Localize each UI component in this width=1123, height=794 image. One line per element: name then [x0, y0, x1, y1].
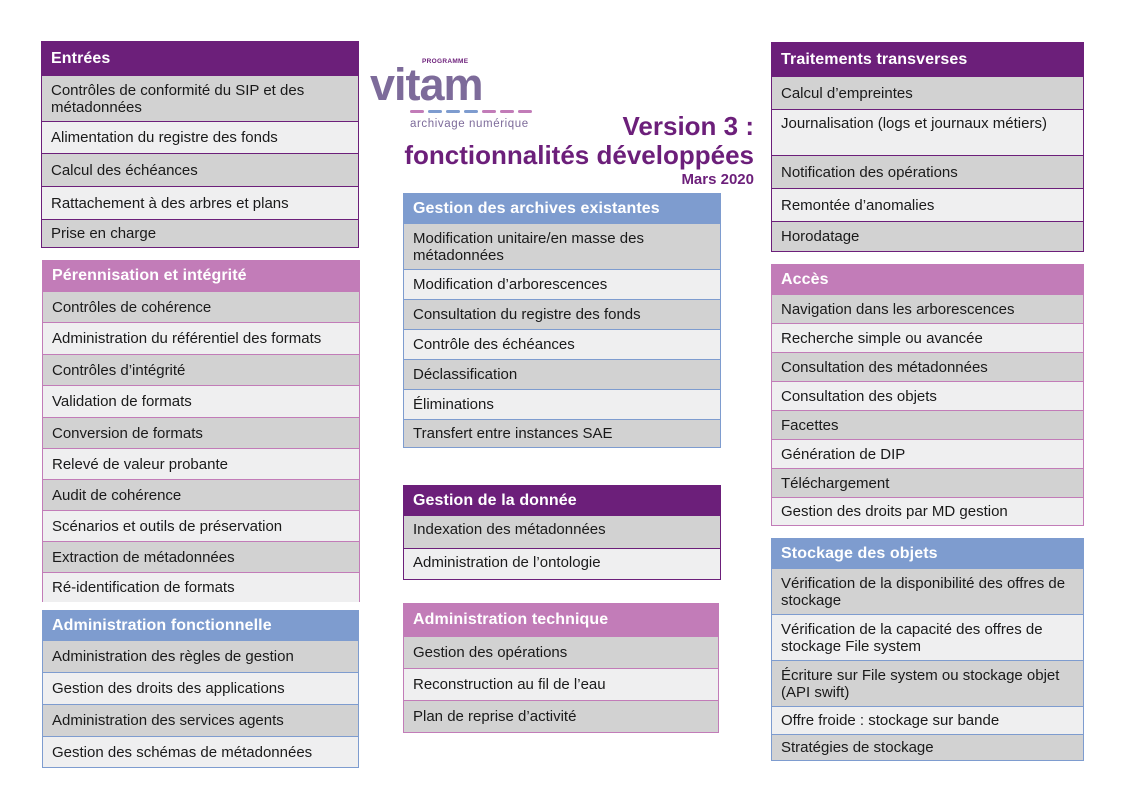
list-item: Reconstruction au fil de l’eau	[404, 668, 718, 700]
box-traitements: Traitements transverses Calcul d’emprein…	[771, 42, 1084, 252]
list-item: Transfert entre instances SAE	[404, 419, 720, 447]
list-item: Stratégies de stockage	[772, 734, 1083, 760]
list-item: Administration de l’ontologie	[404, 548, 720, 579]
list-item: Contrôle des échéances	[404, 329, 720, 359]
box-gestion-donnee: Gestion de la donnée Indexation des méta…	[403, 485, 721, 580]
box-perennisation: Pérennisation et intégrité Contrôles de …	[42, 260, 360, 602]
box-admin-technique: Administration technique Gestion des opé…	[403, 603, 719, 733]
list-item: Téléchargement	[772, 468, 1083, 497]
list-item: Indexation des métadonnées	[404, 515, 720, 548]
logo-dots-decoration	[410, 110, 532, 113]
box-admin-fonctionnelle: Administration fonctionnelle Administrat…	[42, 610, 359, 768]
box-acces: Accès Navigation dans les arborescences …	[771, 264, 1084, 526]
title-version: Version 3 :	[622, 111, 755, 141]
box-acces-title: Accès	[772, 265, 1083, 294]
list-item: Horodatage	[772, 221, 1083, 251]
box-gestion-archives: Gestion des archives existantes Modifica…	[403, 193, 721, 448]
list-item: Gestion des droits par MD gestion	[772, 497, 1083, 525]
box-stockage: Stockage des objets Vérification de la d…	[771, 538, 1084, 761]
list-item: Gestion des schémas de métadonnées	[43, 736, 358, 767]
list-item: Écriture sur File system ou stockage obj…	[772, 660, 1083, 706]
box-entrees-title: Entrées	[42, 42, 358, 75]
list-item: Vérification de la capacité des offres d…	[772, 614, 1083, 660]
list-item: Relevé de valeur probante	[43, 448, 359, 479]
title-block: Version 3 : fonctionnalités développées …	[404, 111, 755, 189]
list-item: Consultation des métadonnées	[772, 352, 1083, 381]
box-admin-fonctionnelle-title: Administration fonctionnelle	[43, 611, 358, 640]
logo-tagline: archivage numérique	[410, 118, 529, 130]
title-subtitle: fonctionnalités développées	[404, 140, 754, 170]
list-item: Contrôles de cohérence	[43, 291, 359, 322]
box-traitements-title: Traitements transverses	[772, 43, 1083, 76]
list-item: Ré-identification de formats	[43, 572, 359, 602]
list-item: Administration des services agents	[43, 704, 358, 736]
list-item: Scénarios et outils de préservation	[43, 510, 359, 541]
title-date: Mars 2020	[681, 171, 754, 188]
logo-program-label: PROGRAMME	[422, 58, 469, 65]
list-item: Calcul d’empreintes	[772, 76, 1083, 109]
list-item: Contrôles de conformité du SIP et des mé…	[42, 75, 358, 121]
list-item: Rattachement à des arbres et plans	[42, 186, 358, 219]
list-item: Consultation du registre des fonds	[404, 299, 720, 329]
list-item: Journalisation (logs et journaux métiers…	[772, 109, 1083, 155]
list-item: Audit de cohérence	[43, 479, 359, 510]
list-item: Administration du référentiel des format…	[43, 322, 359, 354]
list-item: Contrôles d’intégrité	[43, 354, 359, 385]
list-item: Administration des règles de gestion	[43, 640, 358, 672]
list-item: Modification d’arborescences	[404, 269, 720, 299]
box-stockage-title: Stockage des objets	[772, 539, 1083, 568]
list-item: Conversion de formats	[43, 417, 359, 448]
box-gestion-donnee-title: Gestion de la donnée	[404, 486, 720, 515]
list-item: Facettes	[772, 410, 1083, 439]
list-item: Extraction de métadonnées	[43, 541, 359, 572]
list-item: Génération de DIP	[772, 439, 1083, 468]
list-item: Consultation des objets	[772, 381, 1083, 410]
list-item: Notification des opérations	[772, 155, 1083, 188]
list-item: Gestion des opérations	[404, 636, 718, 668]
vitam-logo: PROGRAMME vitam archivage numérique	[370, 52, 555, 132]
list-item: Validation de formats	[43, 385, 359, 417]
list-item: Prise en charge	[42, 219, 358, 247]
list-item: Éliminations	[404, 389, 720, 419]
logo-wordmark: vitam	[370, 59, 484, 110]
list-item: Navigation dans les arborescences	[772, 294, 1083, 323]
list-item: Déclassification	[404, 359, 720, 389]
list-item: Calcul des échéances	[42, 153, 358, 186]
list-item: Remontée d’anomalies	[772, 188, 1083, 221]
list-item: Alimentation du registre des fonds	[42, 121, 358, 153]
list-item: Modification unitaire/en masse des métad…	[404, 223, 720, 269]
box-admin-technique-title: Administration technique	[404, 604, 718, 636]
list-item: Plan de reprise d’activité	[404, 700, 718, 732]
box-gestion-archives-title: Gestion des archives existantes	[404, 194, 720, 223]
list-item: Recherche simple ou avancée	[772, 323, 1083, 352]
list-item: Offre froide : stockage sur bande	[772, 706, 1083, 734]
list-item: Vérification de la disponibilité des off…	[772, 568, 1083, 614]
box-entrees: Entrées Contrôles de conformité du SIP e…	[41, 41, 359, 248]
list-item: Gestion des droits des applications	[43, 672, 358, 704]
box-perennisation-title: Pérennisation et intégrité	[43, 261, 359, 291]
